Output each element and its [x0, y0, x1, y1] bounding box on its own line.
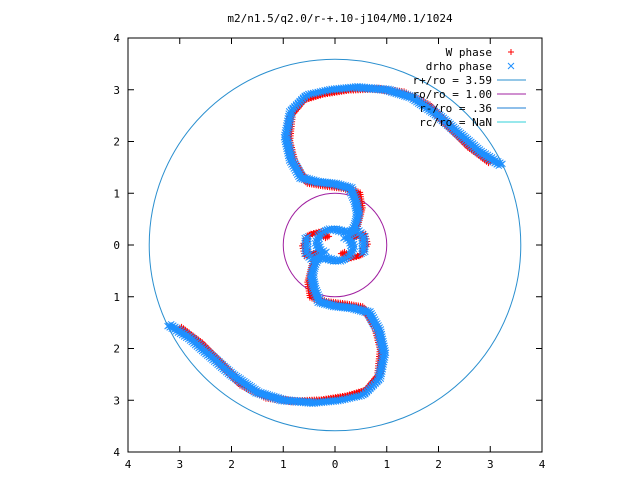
drho-phase-point	[309, 258, 316, 265]
radius-circle	[148, 58, 522, 432]
y-tick-label: 3	[113, 394, 120, 407]
drho-phase-point	[346, 227, 354, 234]
legend-label: W phase	[446, 46, 492, 59]
w-phase-point	[322, 235, 329, 242]
x-tick-label: 2	[435, 458, 442, 471]
drho-phase-point	[307, 90, 315, 97]
x-tick-label: 4	[539, 458, 546, 471]
drho-phase-point	[358, 247, 366, 255]
drho-phase-point	[323, 248, 330, 256]
x-tick-label: 1	[280, 458, 287, 471]
drho-phase-point	[304, 232, 312, 240]
drho-phase-point	[340, 234, 347, 242]
y-tick-label: 2	[113, 136, 120, 149]
y-tick-label: 1	[113, 291, 120, 304]
drho-phase-point	[358, 237, 366, 245]
x-tick-label: 4	[125, 458, 132, 471]
drho-phase-point	[358, 250, 366, 258]
drho-phase-point	[311, 257, 319, 265]
phase-points	[164, 82, 506, 408]
drho-phase-point	[319, 250, 327, 258]
drho-phase-point	[341, 233, 349, 241]
drho-phase-point	[355, 393, 363, 400]
drho-phase-point	[304, 243, 312, 251]
y-tick-label: 2	[113, 343, 120, 356]
x-tick-label: 1	[383, 458, 390, 471]
x-tick-label: 3	[487, 458, 494, 471]
drho-phase-point	[348, 226, 356, 234]
w-phase-point	[341, 248, 348, 255]
drho-phase-point	[321, 249, 329, 257]
x-tick-label: 2	[228, 458, 235, 471]
y-tick-label: 3	[113, 84, 120, 97]
drho-phase-point	[304, 240, 312, 248]
drho-phase-point	[358, 239, 366, 247]
y-tick-label: 1	[113, 187, 120, 200]
legend-label: drho phase	[426, 60, 492, 73]
legend-swatch	[507, 62, 515, 70]
drho-phase-point	[351, 225, 359, 233]
legend-label: rc/ro = NaN	[419, 116, 492, 129]
legend-label: r+/ro = 3.59	[413, 74, 492, 87]
drho-phase-point	[358, 242, 366, 250]
radius-circle	[282, 192, 388, 298]
legend-label: ro/ro = 1.00	[413, 88, 492, 101]
chart-title: m2/n1.5/q2.0/r-+.10-j104/M0.1/1024	[227, 12, 453, 25]
drho-phase-point	[358, 245, 366, 252]
drho-phase-point	[354, 225, 361, 232]
drho-phase-point	[314, 256, 322, 264]
x-tick-label: 0	[332, 458, 339, 471]
y-tick-label: 0	[113, 239, 120, 252]
legend-label: r-/ro = .36	[419, 102, 492, 115]
legend-swatch	[508, 49, 514, 55]
drho-phase-point	[304, 235, 312, 243]
y-tick-label: 4	[113, 446, 120, 459]
drho-phase-point	[316, 256, 324, 263]
x-tick-label: 3	[176, 458, 183, 471]
drho-phase-point	[304, 238, 312, 245]
drho-phase-point	[343, 232, 351, 240]
y-tick-label: 4	[113, 32, 120, 45]
drho-phase-point	[304, 245, 312, 253]
